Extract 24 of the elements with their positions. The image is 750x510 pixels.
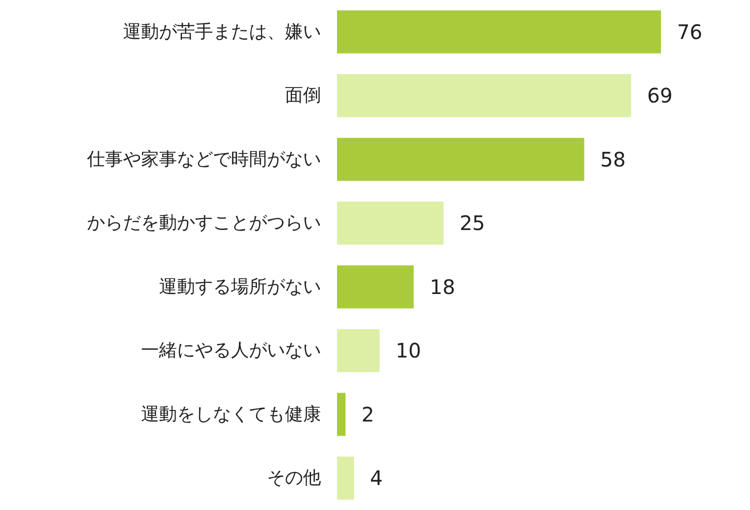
bar <box>337 265 414 308</box>
bar <box>337 74 632 118</box>
data-label: 10 <box>396 338 422 363</box>
bar <box>337 138 584 181</box>
bar <box>337 392 346 436</box>
y-tick-label: 仕事や家事などで時間がない <box>86 148 321 170</box>
y-tick-label: 面倒 <box>285 85 321 106</box>
bar <box>337 202 444 245</box>
y-tick-label: 運動する場所がない <box>159 276 321 298</box>
y-tick-label: からだを動かすことがつらい <box>87 212 321 234</box>
bar <box>337 10 661 54</box>
y-tick-label: その他 <box>267 468 321 489</box>
data-label: 2 <box>362 402 374 426</box>
data-label: 4 <box>370 466 383 490</box>
y-tick-label: 運動をしなくても健康 <box>141 404 321 425</box>
data-label: 76 <box>676 20 702 44</box>
y-tick-label: 運動が苦手または、嫌い <box>123 21 321 42</box>
y-tick-label: 一緒にやる人がいない <box>141 340 321 362</box>
data-label: 58 <box>600 147 626 172</box>
data-label: 25 <box>460 211 486 236</box>
data-label: 69 <box>647 84 673 108</box>
bar <box>337 329 380 372</box>
bar <box>337 456 354 500</box>
data-label: 18 <box>430 274 456 299</box>
